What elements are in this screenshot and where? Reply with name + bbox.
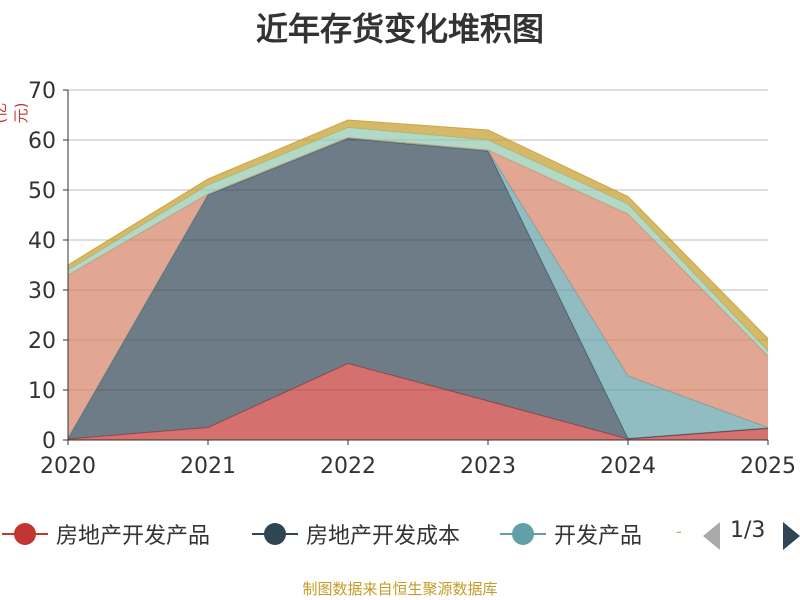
legend-marker-2 [500, 522, 546, 546]
x-tick-label-4: 2024 [600, 454, 656, 479]
legend-next-page-icon[interactable] [783, 522, 800, 550]
y-tick-label-3: 30 [28, 279, 56, 304]
y-tick-label-7: 70 [28, 79, 56, 104]
area-series-3 [68, 137, 768, 438]
y-tick-label-2: 20 [28, 329, 56, 354]
legend: 房地产开发产品 房地产开发成本 开发产品 - 1/3 [0, 514, 800, 554]
area-series-1 [68, 138, 768, 439]
legend-marker-0 [2, 522, 48, 546]
x-tick-label-0: 2020 [40, 454, 96, 479]
x-tick-label-1: 2021 [180, 454, 236, 479]
legend-item-1[interactable]: 房地产开发成本 [252, 514, 460, 554]
legend-prev-page-icon[interactable] [703, 522, 720, 550]
x-tick-label-3: 2023 [460, 454, 516, 479]
legend-item-2[interactable]: 开发产品 [500, 514, 642, 554]
legend-page-indicator: 1/3 [730, 518, 766, 543]
legend-marker-1 [252, 522, 298, 546]
legend-label-1: 房地产开发成本 [306, 524, 461, 549]
line-series-5 [67, 119, 769, 339]
area-series-0 [68, 363, 768, 440]
y-axis-unit: (亿元) [0, 102, 30, 124]
legend-label-0: 房地产开发产品 [56, 524, 211, 549]
data-source-note: 制图数据来自恒生聚源数据库 [302, 580, 498, 598]
y-tick-label-6: 60 [28, 129, 56, 154]
legend-label-2: 开发产品 [554, 524, 643, 549]
y-tick-label-4: 40 [28, 229, 56, 254]
y-tick-label-1: 10 [28, 379, 56, 404]
legend-more-indicator: - [676, 522, 682, 541]
legend-item-0[interactable]: 房地产开发产品 [2, 514, 210, 554]
x-tick-label-5: 2025 [740, 454, 796, 479]
y-tick-label-0: 0 [42, 429, 56, 454]
x-tick-label-2: 2022 [320, 454, 376, 479]
area-series-2 [68, 138, 768, 439]
chart-title: 近年存货变化堆积图 [255, 10, 544, 48]
y-tick-label-5: 50 [28, 179, 56, 204]
